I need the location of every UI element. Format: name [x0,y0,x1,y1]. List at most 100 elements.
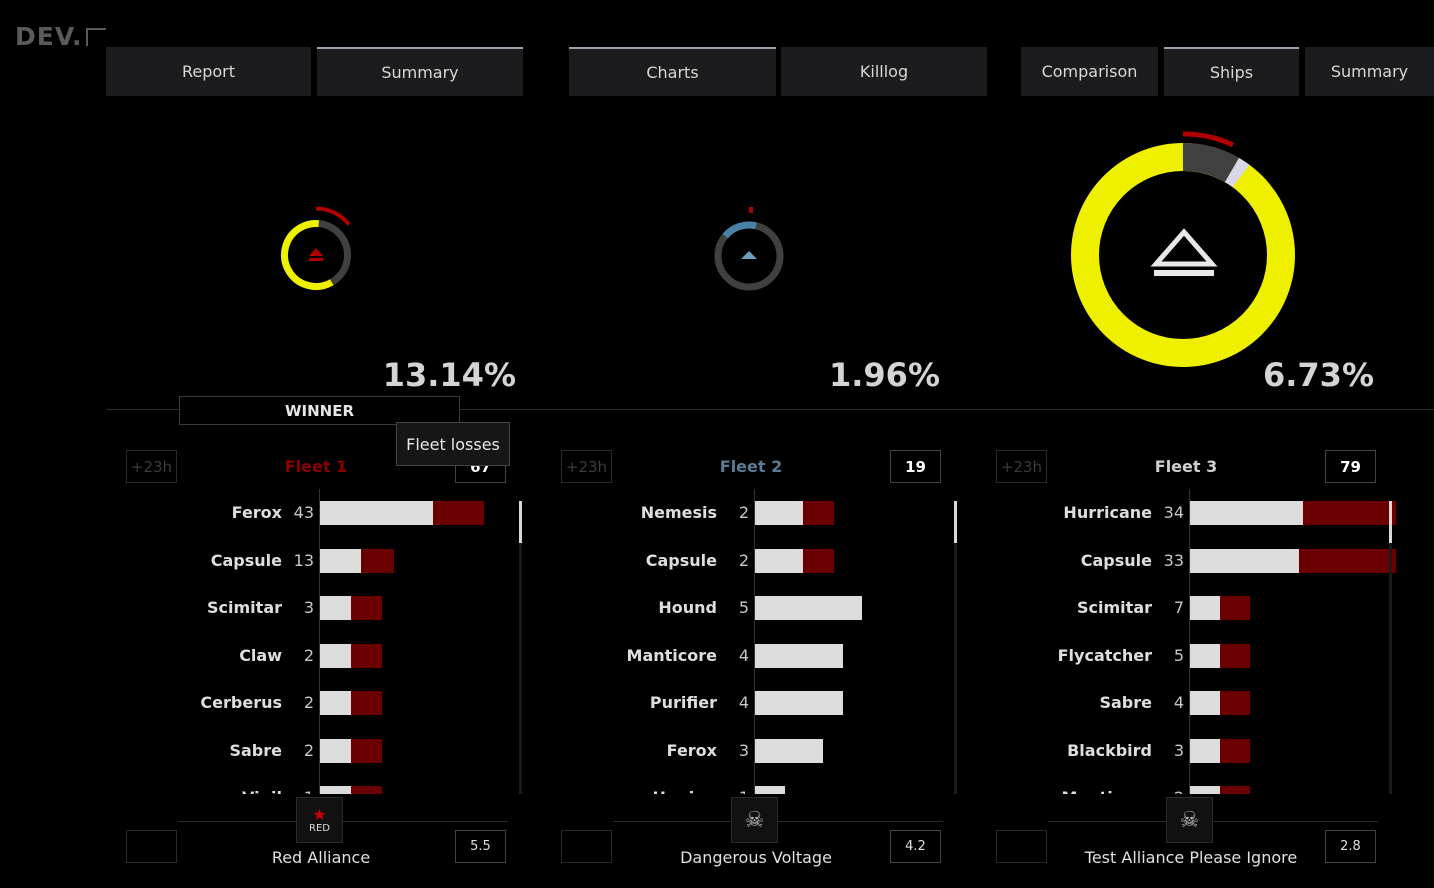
tab-ships[interactable]: Ships [1164,47,1299,96]
ship-lost-bar [1299,548,1396,573]
ship-name: Flycatcher [1057,645,1152,665]
ship-count: 33 [1163,550,1184,570]
ship-alive-bar [1190,691,1220,715]
ship-name: Hound [658,598,717,617]
ship-list[interactable]: Ferox 43 Capsule 13 Scimitar 3 Claw 2 [126,489,526,794]
alliance-score: 5.5 [455,830,506,863]
ship-lost-bar [1220,596,1250,620]
scrollbar-thumb[interactable] [954,501,957,543]
ship-alive-bar [1190,786,1220,794]
ship-alive-bar [1190,738,1220,763]
footer-divider [613,821,943,822]
fleet-3-panel: +23h Fleet 3 79 Hurricane 34 Capsule 33 … [996,449,1396,888]
ship-row[interactable]: Claw 2 [126,643,526,670]
ship-name: Sabre [1099,693,1152,712]
fleet-2-loss-arc [749,207,753,213]
ship-row[interactable]: Hurricane 34 [996,501,1396,527]
footer-left-box [561,830,612,863]
tab-killlog[interactable]: Killlog [781,47,987,96]
corner-bracket-icon [86,28,106,46]
ship-name: Scimitar [207,598,282,617]
ship-alive-bar [320,738,351,763]
ship-row[interactable]: Blackbird 3 [996,738,1396,765]
alliance-logo[interactable]: ★ RED [296,797,343,843]
time-filter-button[interactable]: +23h [561,450,612,483]
time-filter-button[interactable]: +23h [996,450,1047,483]
ship-row[interactable]: Purifier 4 [561,691,961,717]
alliance-name[interactable]: Dangerous Voltage [680,848,832,867]
ship-row[interactable]: Scimitar 3 [126,596,526,622]
ship-lost-bar [803,501,834,525]
scrollbar-track[interactable] [519,501,522,794]
time-filter-button[interactable]: +23h [126,450,177,483]
ship-name: Claw [239,645,282,665]
ship-row[interactable]: Capsule 33 [996,548,1396,575]
fleet-1-eject-icon [309,248,323,256]
fleet-2-panel: +23h Fleet 2 19 Nemesis 2 Capsule 2 Houn… [561,449,961,888]
fleet-1-panel: +23h Fleet 1 67 Ferox 43 Capsule 13 Scim… [126,449,526,888]
ship-alive-bar [755,548,803,573]
ship-row[interactable]: Huginn 1 [561,786,961,794]
tab-summary-2[interactable]: Summary [1305,47,1434,96]
fleet-name: Fleet 3 [1154,457,1218,476]
ship-count: 2 [303,645,314,665]
ship-count: 4 [738,645,749,665]
ship-name: Vigil [242,788,282,794]
ship-row[interactable]: Capsule 2 [561,548,961,575]
ship-row[interactable]: Flycatcher 5 [996,643,1396,670]
ship-name: Capsule [210,550,282,570]
fleet-count-badge: 19 [890,450,941,483]
ship-row[interactable]: Cerberus 2 [126,691,526,717]
fleet-2-percentage: 1.96% [828,356,940,394]
ship-lost-bar [1303,501,1396,525]
ship-row[interactable]: Sabre 2 [126,738,526,765]
ship-list[interactable]: Nemesis 2 Capsule 2 Hound 5 Manticore 4 [561,489,961,794]
fleet-1-donut-chart [281,206,351,290]
ship-count: 2 [303,740,314,760]
scrollbar-track[interactable] [1389,501,1392,794]
ship-count: 4 [738,693,749,712]
ship-row[interactable]: Capsule 13 [126,548,526,575]
fleet-name: Fleet 1 [284,457,348,476]
ship-lost-bar [1220,738,1250,763]
ship-alive-bar [1190,501,1303,525]
ship-row[interactable]: Scimitar 7 [996,596,1396,622]
ship-count: 1 [739,788,749,794]
alliance-logo[interactable]: ☠ [1166,797,1213,843]
footer-left-box [996,830,1047,863]
tab-comparison[interactable]: Comparison [1021,47,1158,96]
tab-summary[interactable]: Summary [317,47,523,96]
ship-alive-bar [755,596,862,620]
scrollbar-thumb[interactable] [519,501,522,543]
ship-row[interactable]: Ferox 43 [126,501,526,527]
fleet-3-ring-yellow [1071,143,1295,367]
alliance-logo[interactable]: ☠ [731,797,778,843]
scrollbar-track[interactable] [954,501,957,794]
tab-report[interactable]: Report [106,47,311,96]
alliance-name[interactable]: Test Alliance Please Ignore [1084,848,1298,867]
app-logo: DEV. [15,22,83,51]
ship-row[interactable]: Ferox 3 [561,738,961,765]
ship-row[interactable]: Manticore 2 [996,786,1396,794]
winner-label: WINNER [179,396,460,425]
ship-row[interactable]: Hound 5 [561,596,961,622]
footer-left-box [126,830,177,863]
ship-alive-bar [755,501,803,525]
scrollbar-thumb[interactable] [1389,501,1392,543]
ship-list[interactable]: Hurricane 34 Capsule 33 Scimitar 7 Flyca… [996,489,1396,794]
ship-row[interactable]: Sabre 4 [996,691,1396,717]
ship-lost-bar [351,643,382,668]
ship-lost-bar [361,548,394,573]
ship-lost-bar [351,691,382,715]
alliance-name[interactable]: Red Alliance [271,848,371,867]
tab-charts[interactable]: Charts [569,47,776,96]
ship-row[interactable]: Nemesis 2 [561,501,961,527]
ship-row[interactable]: Vigil 1 [126,786,526,794]
fleet-name: Fleet 2 [719,457,783,476]
ship-count: 13 [293,550,314,570]
ship-count: 2 [1174,788,1184,794]
bar-axis [754,489,755,794]
bar-axis [319,489,320,794]
ship-alive-bar [320,691,351,715]
ship-row[interactable]: Manticore 4 [561,643,961,670]
